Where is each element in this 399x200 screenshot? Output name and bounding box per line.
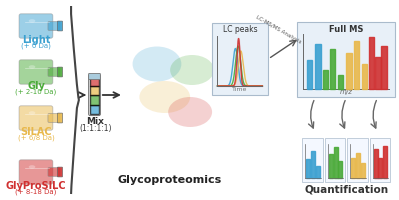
FancyBboxPatch shape — [57, 113, 63, 123]
Bar — [383, 146, 387, 178]
FancyBboxPatch shape — [48, 168, 60, 176]
Bar — [361, 163, 365, 178]
Text: Time: Time — [232, 87, 248, 92]
Bar — [316, 166, 320, 178]
Bar — [375, 57, 381, 89]
FancyBboxPatch shape — [57, 67, 63, 77]
Ellipse shape — [29, 111, 36, 115]
Bar — [306, 159, 310, 178]
Bar — [351, 158, 355, 178]
Text: (+ 6/8 Da): (+ 6/8 Da) — [18, 135, 54, 141]
Text: Mix: Mix — [87, 117, 105, 127]
Bar — [315, 44, 321, 89]
FancyBboxPatch shape — [19, 106, 53, 130]
Text: GlyProSILC: GlyProSILC — [6, 181, 66, 191]
Text: Quantification: Quantification — [304, 185, 388, 195]
FancyBboxPatch shape — [57, 21, 63, 31]
Text: (+ 0 Da): (+ 0 Da) — [21, 43, 51, 49]
Text: LC-MS/MS Analysis: LC-MS/MS Analysis — [255, 14, 302, 45]
Bar — [354, 41, 359, 89]
FancyBboxPatch shape — [325, 138, 345, 182]
Bar — [362, 64, 367, 89]
FancyBboxPatch shape — [90, 95, 99, 104]
Bar — [307, 60, 312, 89]
FancyBboxPatch shape — [370, 138, 390, 182]
Text: LC peaks: LC peaks — [223, 25, 257, 34]
Ellipse shape — [132, 46, 182, 82]
Bar — [329, 154, 333, 178]
Text: Full MS: Full MS — [329, 24, 363, 33]
FancyBboxPatch shape — [90, 76, 99, 86]
Bar — [346, 53, 352, 89]
Bar — [379, 158, 382, 178]
Ellipse shape — [29, 19, 36, 23]
Bar — [373, 149, 377, 178]
Bar — [311, 151, 315, 178]
Text: m/z: m/z — [340, 89, 353, 95]
Bar — [381, 46, 387, 89]
Text: Glycoproteomics: Glycoproteomics — [118, 175, 222, 185]
FancyBboxPatch shape — [57, 167, 63, 177]
FancyBboxPatch shape — [302, 138, 323, 182]
FancyBboxPatch shape — [19, 60, 53, 84]
Text: (+ 2-10 Da): (+ 2-10 Da) — [15, 89, 57, 95]
FancyBboxPatch shape — [298, 22, 395, 97]
Ellipse shape — [29, 65, 36, 69]
FancyBboxPatch shape — [347, 138, 368, 182]
Text: (1:1:1:1): (1:1:1:1) — [79, 124, 112, 134]
Ellipse shape — [168, 97, 212, 127]
Bar — [369, 37, 374, 89]
Text: SILAC: SILAC — [20, 127, 52, 137]
Text: Gly: Gly — [27, 81, 45, 91]
Bar — [334, 147, 338, 178]
Bar — [330, 49, 335, 89]
Ellipse shape — [139, 81, 190, 113]
FancyBboxPatch shape — [89, 73, 101, 79]
FancyBboxPatch shape — [90, 86, 99, 95]
FancyBboxPatch shape — [90, 104, 99, 114]
FancyBboxPatch shape — [19, 14, 53, 38]
FancyBboxPatch shape — [48, 68, 60, 76]
FancyBboxPatch shape — [48, 114, 60, 122]
Bar — [338, 161, 342, 178]
Text: (+ 8-18 Da): (+ 8-18 Da) — [15, 189, 57, 195]
Bar — [356, 152, 360, 178]
Ellipse shape — [170, 55, 214, 85]
FancyBboxPatch shape — [48, 22, 60, 30]
Bar — [338, 75, 343, 89]
Bar — [323, 70, 328, 89]
Ellipse shape — [29, 165, 36, 169]
FancyBboxPatch shape — [211, 23, 268, 95]
Text: Light: Light — [22, 35, 50, 45]
FancyBboxPatch shape — [19, 160, 53, 184]
